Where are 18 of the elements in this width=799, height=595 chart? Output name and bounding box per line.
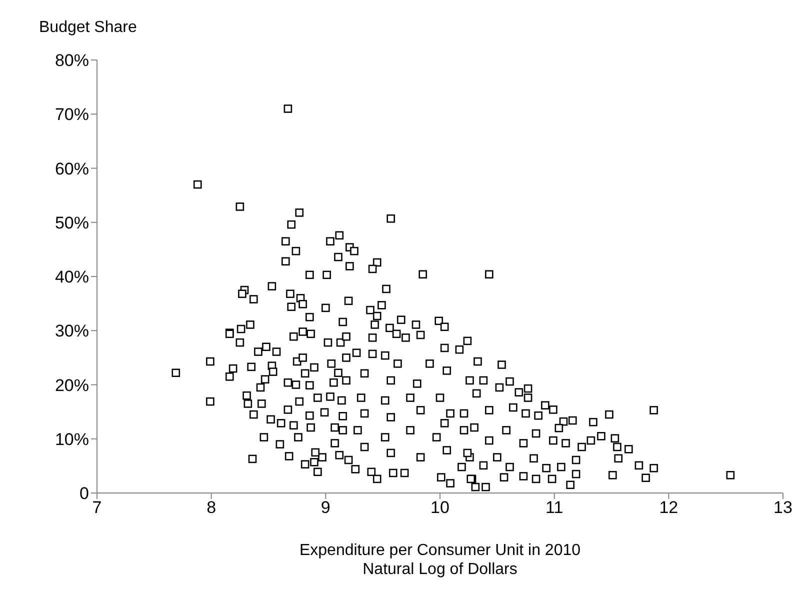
y-tick-label: 20%	[54, 376, 89, 395]
y-tick-label: 70%	[54, 105, 89, 124]
x-axis-title: Expenditure per Consumer Unit in 2010 Natural Log of Dollars	[299, 542, 581, 578]
y-tick-label: 30%	[54, 322, 89, 341]
y-tick-label: 80%	[54, 51, 89, 70]
x-tick-label: 10	[430, 498, 450, 518]
y-tick-label: 10%	[54, 430, 89, 449]
x-tick-label: 9	[320, 498, 330, 518]
y-tick-label: 40%	[54, 268, 89, 287]
x-tick-label: 13	[774, 498, 792, 518]
x-tick-label: 7	[92, 498, 102, 518]
y-tick-label: 60%	[54, 159, 89, 178]
x-tick-label: 8	[206, 498, 216, 518]
x-tick-label: 12	[659, 498, 678, 518]
x-tick-label: 11	[546, 498, 564, 518]
y-tick-label: 0	[80, 484, 89, 504]
y-tick-label: 50%	[54, 213, 89, 232]
y-axis-title: Budget Share	[39, 19, 137, 36]
